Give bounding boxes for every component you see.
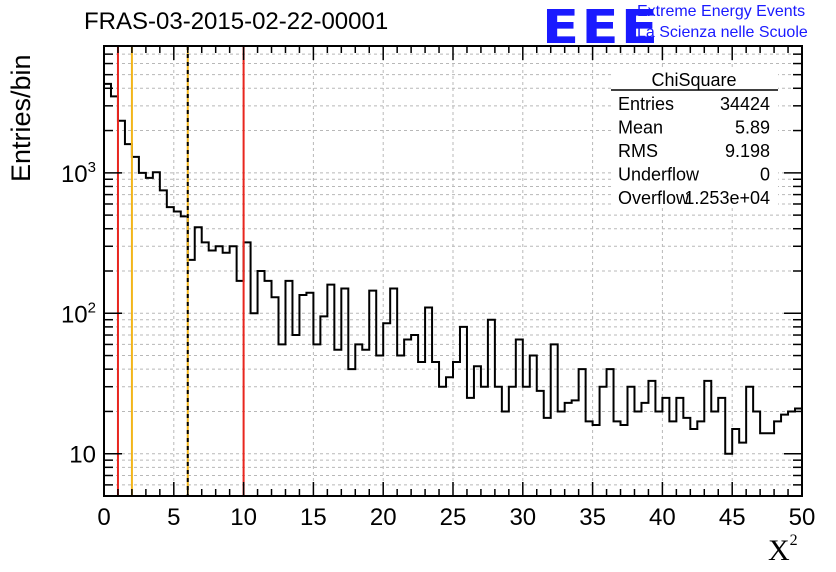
- x-tick-label: 0: [97, 504, 110, 531]
- x-tick-label: 15: [300, 504, 327, 531]
- x-tick-label: 30: [509, 504, 536, 531]
- stats-value: 9.198: [725, 141, 770, 161]
- chart-title: FRAS-03-2015-02-22-00001: [84, 8, 389, 35]
- y-axis-label: Entries/bin: [6, 54, 36, 182]
- x-tick-label: 20: [370, 504, 397, 531]
- y-tick-label: 103: [61, 159, 96, 188]
- x-tick-label: 5: [167, 504, 180, 531]
- x-tick-label: 25: [440, 504, 467, 531]
- stats-value: 1.253e+04: [684, 188, 770, 208]
- x-tick-label: 35: [579, 504, 606, 531]
- stats-label: Mean: [618, 118, 663, 138]
- stats-background: [611, 68, 778, 208]
- eee-logo: EEE: [542, 0, 661, 54]
- x-tick-label: 10: [230, 504, 257, 531]
- stats-label: Entries: [618, 94, 674, 114]
- x-tick-label: 45: [719, 504, 746, 531]
- x-axis-label: X2: [768, 532, 798, 567]
- stats-label: RMS: [618, 141, 658, 161]
- axis-ticks: [103, 45, 803, 497]
- stats-box: ChiSquare Entries 34424 Mean 5.89 RMS 9.198 Und…: [611, 68, 778, 208]
- stats-value: 34424: [720, 94, 770, 114]
- stats-header: ChiSquare: [651, 70, 736, 90]
- histogram-line: [103, 82, 803, 496]
- y-tick-label: 10: [69, 442, 96, 469]
- stats-label: Underflow: [618, 165, 700, 185]
- logo-line-1: Extreme Energy Events: [637, 3, 806, 20]
- x-tick-label: 40: [649, 504, 676, 531]
- x-tick-label: 50: [789, 504, 816, 531]
- stats-value: 0: [760, 165, 770, 185]
- y-tick-label: 102: [61, 299, 96, 328]
- stats-label: Overflow: [618, 188, 690, 208]
- logo-line-2: La Scienza nelle Scuole: [637, 24, 808, 41]
- stats-value: 5.89: [735, 118, 770, 138]
